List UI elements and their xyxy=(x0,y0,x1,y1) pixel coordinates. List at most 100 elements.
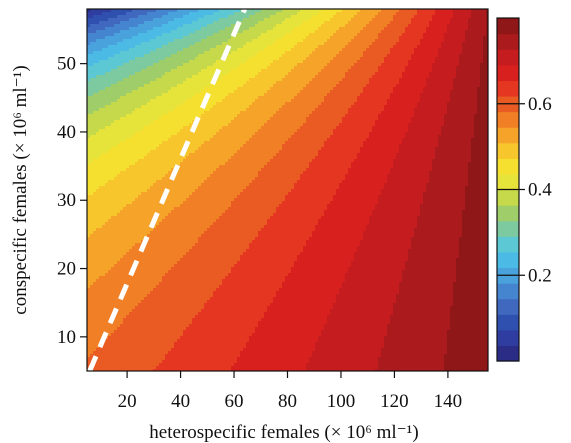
heat-cell xyxy=(312,117,316,121)
heat-cell xyxy=(219,33,223,37)
heat-cell xyxy=(291,54,295,58)
heat-cell xyxy=(333,30,337,34)
heat-cell xyxy=(201,30,205,34)
heat-cell xyxy=(162,105,166,109)
heat-cell xyxy=(369,66,373,70)
heat-cell xyxy=(153,12,157,16)
heat-cell xyxy=(366,33,370,37)
heat-cell xyxy=(432,114,436,118)
heat-cell xyxy=(474,36,478,40)
heat-cell xyxy=(429,81,433,85)
heat-cell xyxy=(258,15,262,19)
heat-cell xyxy=(249,12,253,16)
heat-cell xyxy=(117,42,121,46)
heat-cell xyxy=(411,42,415,46)
heat-cell xyxy=(405,102,409,106)
heat-cell xyxy=(354,18,358,22)
heat-cell xyxy=(300,111,304,115)
heat-cell xyxy=(471,12,475,16)
heat-cell xyxy=(228,21,232,25)
heat-cell xyxy=(129,21,133,25)
heat-cell xyxy=(441,87,445,91)
heat-cell xyxy=(165,24,169,28)
heat-cell xyxy=(309,9,313,13)
heat-cell xyxy=(438,90,442,94)
heat-cell xyxy=(264,96,268,100)
heat-cell xyxy=(126,27,130,31)
heat-cell xyxy=(411,54,415,58)
heat-cell xyxy=(381,72,385,76)
heat-cell xyxy=(447,45,451,49)
heat-cell xyxy=(144,51,148,55)
heat-cell xyxy=(276,12,280,16)
heat-cell xyxy=(237,102,241,106)
heat-cell xyxy=(309,24,313,28)
heat-cell xyxy=(459,90,463,94)
heat-cell xyxy=(183,66,187,70)
heat-cell xyxy=(195,12,199,16)
heat-cell xyxy=(414,9,418,13)
heat-cell xyxy=(399,27,403,31)
heat-cell xyxy=(168,39,172,43)
heat-cell xyxy=(393,24,397,28)
heat-cell xyxy=(240,93,244,97)
heat-cell xyxy=(426,84,430,88)
heat-cell xyxy=(231,27,235,31)
heat-cell xyxy=(159,15,163,19)
heat-cell xyxy=(186,48,190,52)
heat-cell xyxy=(336,24,340,28)
heat-cell xyxy=(459,87,463,91)
heat-cell xyxy=(129,102,133,106)
heat-cell xyxy=(333,15,337,19)
heat-cell xyxy=(486,18,488,22)
heat-cell xyxy=(399,57,403,61)
heat-cell xyxy=(201,84,205,88)
heat-cell xyxy=(180,60,184,64)
heat-cell xyxy=(345,42,349,46)
heat-cell xyxy=(117,12,121,16)
heat-cell xyxy=(408,87,412,91)
heat-cell xyxy=(207,39,211,43)
heat-cell xyxy=(336,42,340,46)
heat-cell xyxy=(369,87,373,91)
heat-cell xyxy=(288,12,292,16)
heat-cell xyxy=(477,72,481,76)
heat-cell xyxy=(300,96,304,100)
heat-cell xyxy=(483,81,487,85)
heat-cell xyxy=(120,54,124,58)
heat-cell xyxy=(123,45,127,49)
heat-cell xyxy=(258,108,262,112)
heat-cell xyxy=(327,45,331,49)
heat-cell xyxy=(108,30,112,34)
heat-cell xyxy=(210,24,214,28)
heat-cell xyxy=(336,108,340,112)
heat-cell xyxy=(300,105,304,109)
heat-cell xyxy=(165,21,169,25)
heat-cell xyxy=(243,27,247,31)
heat-cell xyxy=(372,24,376,28)
heat-cell xyxy=(159,30,163,34)
heat-cell xyxy=(165,75,169,79)
heat-cell xyxy=(390,96,394,100)
heat-cell xyxy=(243,54,247,58)
heat-cell xyxy=(393,102,397,106)
heat-cell xyxy=(456,15,460,19)
heat-cell xyxy=(183,93,187,97)
heat-cell xyxy=(255,87,259,91)
heat-cell xyxy=(279,30,283,34)
heat-cell xyxy=(96,27,100,31)
heat-cell xyxy=(168,66,172,70)
heat-cell xyxy=(429,12,433,16)
heat-cell xyxy=(246,75,250,79)
heat-cell xyxy=(96,21,100,25)
heat-cell xyxy=(264,54,268,58)
heat-cell xyxy=(438,99,442,103)
heat-cell xyxy=(237,114,241,118)
heat-cell xyxy=(402,75,406,79)
heat-cell xyxy=(198,57,202,61)
heat-cell xyxy=(90,30,94,34)
heat-cell xyxy=(438,87,442,91)
heat-cell xyxy=(111,45,115,49)
heat-cell xyxy=(297,24,301,28)
heat-cell xyxy=(408,102,412,106)
